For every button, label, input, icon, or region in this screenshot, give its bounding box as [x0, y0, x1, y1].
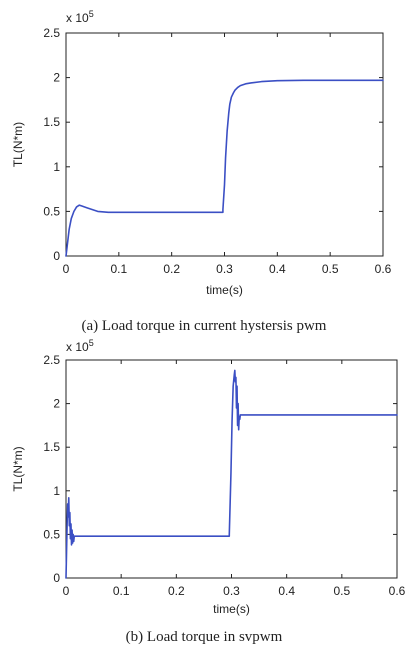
- chart-a-y-tick-label: 2: [53, 71, 60, 85]
- chart-b-y-tick-label: 1.5: [43, 440, 60, 454]
- chart-a-y-tick-label: 1: [53, 160, 60, 174]
- chart-b-y-tick-label: 1: [53, 484, 60, 498]
- chart-b-x-axis-label: time(s): [213, 602, 250, 616]
- chart-a-x-tick-label: 0.1: [110, 262, 127, 276]
- chart-b-x-tick-label: 0.1: [113, 584, 130, 598]
- chart-a-x-tick-label: 0: [63, 262, 70, 276]
- chart-a-x-tick-label: 0.2: [163, 262, 180, 276]
- chart-a-y-multiplier: x 105: [66, 9, 94, 25]
- chart-a-caption: (a) Load torque in current hystersis pwm: [82, 318, 327, 334]
- chart-b-y-tick-label: 0.5: [43, 527, 60, 541]
- chart-a-x-tick-label: 0.4: [269, 262, 286, 276]
- chart-b-x-tick-label: 0.4: [278, 584, 295, 598]
- chart-b-y-tick-label: 2: [53, 397, 60, 411]
- chart-b-caption: (b) Load torque in svpwm: [126, 629, 283, 645]
- chart-a-series-line: [65, 79, 384, 257]
- chart-a-x-tick-label: 0.6: [375, 262, 392, 276]
- chart-a-y-tick-label: 1.5: [43, 115, 60, 129]
- chart-b-x-tick-label: 0.5: [333, 584, 350, 598]
- chart-a-y-tick-label: 0.5: [43, 204, 60, 218]
- chart-a: x 105 0 0.1 0.2 0.3 0.4 0.5 0.6 0 0.5 1 1.5 2 2.5 tim…: [11, 9, 392, 334]
- chart-a-plot-frame: [65, 32, 384, 257]
- chart-a-y-tick-label: 2.5: [43, 26, 60, 40]
- chart-b: x 105 0 0.1 0.2 0.3 0.4 0.5 0.6 0 0.5 1 1.5 2 2.5 tim…: [11, 338, 406, 645]
- chart-b-x-tick-label: 0.2: [168, 584, 185, 598]
- chart-b-x-tick-label: 0: [63, 584, 70, 598]
- chart-a-x-tick-label: 0.3: [216, 262, 233, 276]
- chart-b-x-tick-label: 0.3: [223, 584, 240, 598]
- chart-a-y-tick-label: 0: [53, 249, 60, 263]
- chart-b-series-line: [65, 369, 398, 579]
- chart-b-y-tick-label: 0: [53, 571, 60, 585]
- chart-a-x-tick-label: 0.5: [322, 262, 339, 276]
- chart-b-y-axis-label: TL(N*m): [11, 446, 25, 491]
- chart-a-x-axis-label: time(s): [206, 283, 243, 297]
- chart-b-y-tick-label: 2.5: [43, 353, 60, 367]
- chart-b-x-tick-label: 0.6: [389, 584, 406, 598]
- chart-b-y-multiplier: x 105: [66, 338, 94, 354]
- chart-a-y-axis-label: TL(N*m): [11, 122, 25, 167]
